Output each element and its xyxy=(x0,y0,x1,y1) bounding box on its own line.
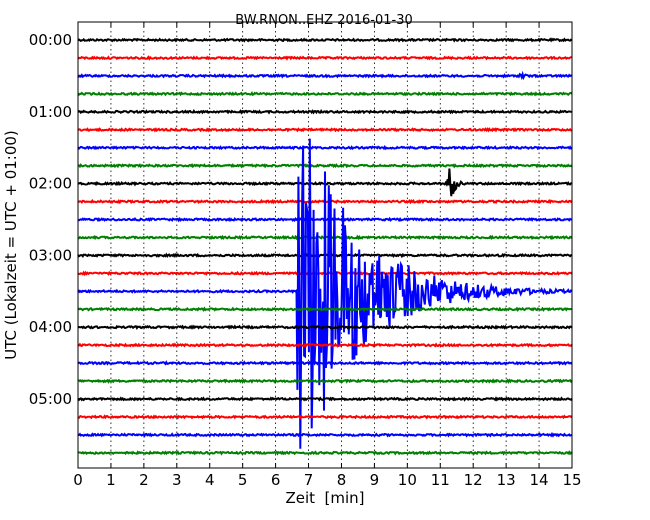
trace-line xyxy=(77,108,573,115)
x-axis-label: Zeit [min] xyxy=(285,489,364,507)
x-tick-label: 4 xyxy=(205,471,215,489)
y-tick-label: 02:00 xyxy=(29,175,72,193)
trace-line xyxy=(77,55,572,61)
x-tick-label: 7 xyxy=(304,471,314,489)
trace-line xyxy=(77,360,573,366)
x-tick-label: 15 xyxy=(562,471,581,489)
trace-line xyxy=(77,138,573,449)
x-tick-label: 10 xyxy=(398,471,417,489)
trace-line xyxy=(78,431,573,438)
trace-line xyxy=(77,378,573,384)
trace-line xyxy=(77,342,573,348)
trace-group xyxy=(77,37,573,456)
trace-line xyxy=(77,144,573,151)
trace-line xyxy=(77,414,573,420)
trace-line xyxy=(77,163,573,169)
x-tick-label: 5 xyxy=(238,471,248,489)
x-tick-label: 8 xyxy=(337,471,347,489)
x-axis: 0 1 2 3 4 5 6 7 8 9 10 11 12 13 14 15 xyxy=(73,22,582,489)
trace-line xyxy=(77,37,573,43)
x-tick-label: 3 xyxy=(172,471,182,489)
trace-line xyxy=(77,70,573,81)
y-tick-label: 03:00 xyxy=(29,246,72,264)
x-tick-label: 1 xyxy=(106,471,116,489)
y-tick-label: 00:00 xyxy=(29,31,72,49)
x-tick-label: 12 xyxy=(464,471,483,489)
x-tick-label: 14 xyxy=(530,471,549,489)
trace-line xyxy=(77,306,573,312)
x-tick-label: 0 xyxy=(73,471,83,489)
chart-title: BW.RNON..EHZ 2016-01-30 xyxy=(235,13,413,28)
y-axis: 00:00 01:00 02:00 03:00 04:00 05:00 xyxy=(29,31,83,408)
trace-line xyxy=(77,127,573,133)
trace-line xyxy=(77,396,573,402)
x-tick-label: 2 xyxy=(139,471,149,489)
x-tick-label: 6 xyxy=(271,471,281,489)
trace-line xyxy=(77,91,573,97)
y-tick-label: 05:00 xyxy=(29,390,72,408)
x-tick-label: 9 xyxy=(370,471,380,489)
x-tick-label: 11 xyxy=(431,471,450,489)
plot-frame xyxy=(77,21,573,469)
y-axis-label: UTC (Lokalzeit = UTC + 01:00) xyxy=(2,130,20,360)
trace-line xyxy=(77,324,573,331)
trace-line xyxy=(77,450,573,456)
y-tick-label: 04:00 xyxy=(29,318,72,336)
x-tick-label: 13 xyxy=(497,471,516,489)
y-tick-label: 01:00 xyxy=(29,103,72,121)
